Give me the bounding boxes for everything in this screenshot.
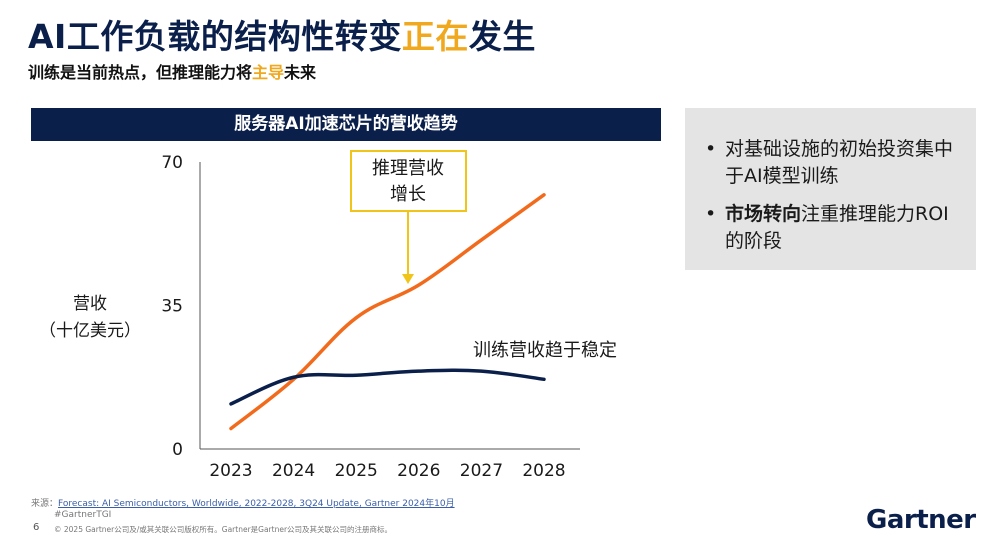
- y-tick-label: 0: [172, 440, 183, 460]
- inference-annotation-line2: 增长: [390, 184, 426, 205]
- key-point-item: 对基础设施的初始投资集中于AI模型训练: [705, 136, 960, 190]
- copyright-notice: © 2025 Gartner公司及/或其关联公司版权所有。Gartner是Gar…: [54, 524, 392, 535]
- x-tick-label: 2026: [397, 461, 440, 481]
- key-point-text: 对基础设施的初始投资集中于AI模型训练: [725, 138, 953, 187]
- inference-annotation-line1: 推理营收: [372, 158, 444, 179]
- x-tick-label: 2023: [209, 461, 252, 481]
- key-points-panel: 对基础设施的初始投资集中于AI模型训练 市场转向注重推理能力ROI的阶段: [685, 108, 976, 270]
- y-tick-label: 70: [161, 153, 183, 173]
- gartner-logo: Gartner: [866, 505, 976, 535]
- y-tick-label: 35: [161, 297, 183, 317]
- source-citation: 来源：Forecast: AI Semiconductors, Worldwid…: [31, 496, 455, 509]
- source-link[interactable]: Forecast: AI Semiconductors, Worldwide, …: [58, 499, 455, 509]
- page-number: 6: [33, 522, 39, 533]
- x-tick-label: 2025: [335, 461, 378, 481]
- training-revenue-line: [231, 370, 544, 404]
- annotation-arrow-head: [402, 274, 414, 284]
- x-tick-label: 2024: [272, 461, 315, 481]
- hashtag: #GartnerTGI: [54, 510, 111, 520]
- revenue-chart: 0 35 70 2023 2024 2025 2026 2027 2028 营收 （十亿美元）…: [0, 0, 1005, 553]
- y-axis-label-line2: （十亿美元）: [39, 321, 141, 341]
- x-tick-label: 2027: [460, 461, 503, 481]
- source-label: 来源：: [31, 499, 58, 509]
- key-point-item: 市场转向注重推理能力ROI的阶段: [705, 201, 960, 255]
- inference-revenue-line: [231, 195, 544, 429]
- training-annotation: 训练营收趋于稳定: [473, 340, 617, 361]
- key-point-bold: 市场转向: [725, 203, 801, 225]
- y-axis-label-line1: 营收: [73, 294, 107, 314]
- x-tick-label: 2028: [522, 461, 565, 481]
